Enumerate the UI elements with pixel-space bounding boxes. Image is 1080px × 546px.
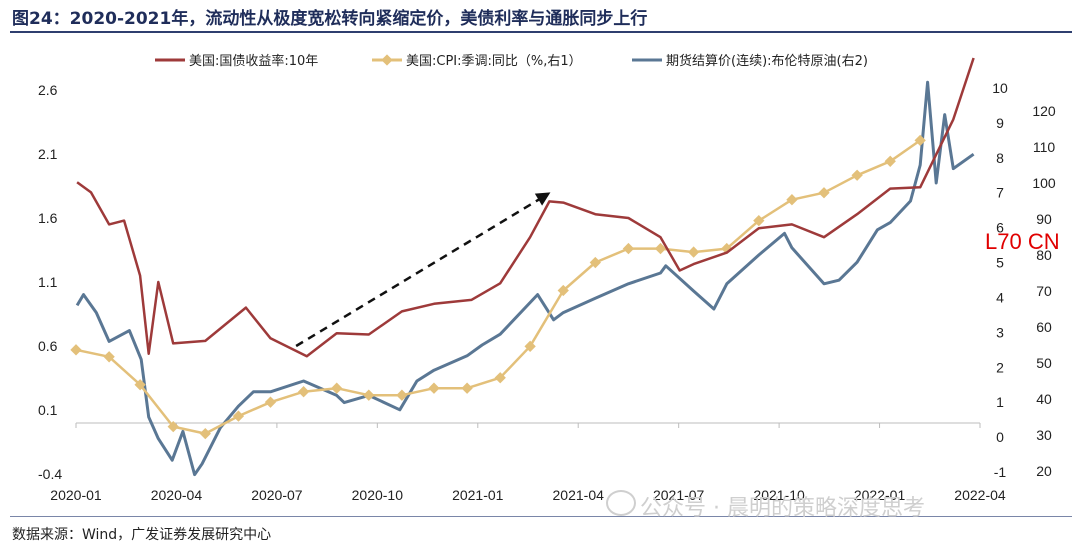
trend-arrow: [295, 192, 551, 348]
y-right1-tick-label: 10: [992, 80, 1008, 96]
y-left-tick-label: -0.4: [38, 466, 62, 482]
cpi-marker: [914, 134, 926, 147]
plot-lines: [70, 57, 975, 477]
y-left-tick-label: 0.1: [38, 402, 58, 418]
cpi-marker: [264, 396, 277, 408]
cpi-marker: [363, 389, 375, 401]
y-right1-tick-label: 0: [996, 429, 1004, 445]
arrow-head: [534, 192, 551, 206]
x-tick-label: 2020-07: [251, 487, 303, 503]
cpi-marker: [494, 372, 506, 384]
x-tick-label: 2022-01: [854, 487, 906, 503]
y-right2-tick-label: 30: [1036, 427, 1052, 443]
y-right1-tick-label: 1: [996, 394, 1004, 410]
cpi-marker: [851, 169, 863, 181]
cpi-marker: [232, 410, 245, 422]
cpi-marker: [199, 427, 211, 440]
cpi-marker: [654, 242, 667, 255]
x-tick-label: 2021-04: [553, 487, 605, 503]
y-right2-tick-label: 40: [1036, 391, 1052, 407]
series-line-0: [76, 57, 975, 358]
y-left-tick-label: 2.1: [38, 146, 58, 162]
cpi-marker: [461, 382, 473, 394]
title-divider: [10, 31, 1072, 33]
y-right2-tick-label: 90: [1036, 211, 1052, 227]
cpi-marker: [134, 379, 146, 391]
cpi-marker: [297, 386, 310, 398]
footer-divider: [10, 516, 1072, 517]
cpi-marker: [70, 344, 82, 356]
cpi-marker: [524, 340, 536, 352]
legend-label: 美国:国债收益率:10年: [189, 53, 318, 69]
y-right1-tick-label: 8: [996, 150, 1004, 166]
x-tick-label: 2022-04: [954, 487, 1006, 503]
y-right2-tick-label: 120: [1032, 103, 1056, 119]
y-right1-tick-label: 6: [996, 220, 1004, 236]
y-right2-tick-label: 80: [1036, 247, 1052, 263]
x-tick-label: 2020-04: [151, 487, 203, 503]
x-tick-label: 2021-01: [452, 487, 504, 503]
y-right1-tick-label: 3: [996, 324, 1004, 340]
y-left-tick-label: 0.6: [38, 338, 58, 354]
source-note: 数据来源：Wind，广发证券发展研究中心: [12, 527, 272, 543]
cpi-marker: [428, 382, 440, 394]
cpi-marker: [167, 420, 179, 433]
cpi-marker: [622, 242, 635, 255]
arrow-shaft: [295, 196, 544, 348]
y-right1-tick-label: -1: [994, 464, 1007, 480]
legend-marker: [381, 54, 393, 66]
y-left-tick-label: 1.1: [38, 274, 58, 290]
y-right2-tick-label: 100: [1032, 175, 1056, 191]
y-right1-tick-label: 5: [996, 255, 1004, 271]
x-tick-label: 2021-07: [653, 487, 705, 503]
chart-canvas: 美国:国债收益率:10年 美国:CPI:季调:同比（%,右1） 期货结算价(连续):…: [38, 53, 1056, 503]
legend-label: 期货结算价(连续):布伦特原油(右2): [666, 53, 868, 69]
y-right2-tick-label: 70: [1036, 283, 1052, 299]
x-tick-label: 2020-10: [352, 487, 404, 503]
y-left-tick-label: 2.6: [38, 82, 58, 98]
cpi-marker: [589, 256, 601, 269]
cpi-marker: [753, 214, 765, 227]
x-tick-label: 2021-10: [753, 487, 805, 503]
series-line-1: [75, 139, 921, 435]
cpi-marker: [396, 389, 408, 401]
wechat-logo-icon: [606, 490, 636, 516]
legend: 美国:国债收益率:10年 美国:CPI:季调:同比（%,右1） 期货结算价(连续):…: [155, 53, 868, 69]
x-tick-label: 2020-01: [50, 487, 102, 503]
legend-label: 美国:CPI:季调:同比（%,右1）: [406, 54, 582, 69]
y-right1-tick-label: 9: [996, 115, 1004, 131]
watermark: 公众号 · 晨明的策略深度思考: [640, 496, 925, 521]
axes: 2020-01 2020-04 2020-07 2020-10 2021-01 2021-…: [38, 80, 1056, 503]
cpi-marker: [884, 155, 896, 167]
cpi-marker: [818, 187, 830, 199]
y-right2-tick-label: 50: [1036, 355, 1052, 371]
stamp-text: L70 CN: [985, 229, 1060, 254]
y-right2-tick-label: 110: [1033, 139, 1056, 155]
y-right2-tick-label: 60: [1036, 319, 1052, 335]
cpi-marker: [557, 284, 569, 297]
page-title: 图24：2020-2021年，流动性从极度宽松转向紧缩定价，美债利率与通胀同步上…: [12, 9, 648, 29]
y-right1-tick-label: 7: [996, 185, 1004, 201]
y-left-tick-label: 1.6: [38, 210, 58, 226]
series-line-2: [75, 80, 975, 477]
y-right1-tick-label: 2: [996, 359, 1004, 375]
cpi-marker: [687, 246, 700, 258]
cpi-marker: [786, 194, 798, 206]
y-right2-tick-label: 20: [1036, 463, 1052, 479]
cpi-marker: [331, 382, 343, 394]
y-right1-tick-label: 4: [996, 289, 1004, 305]
